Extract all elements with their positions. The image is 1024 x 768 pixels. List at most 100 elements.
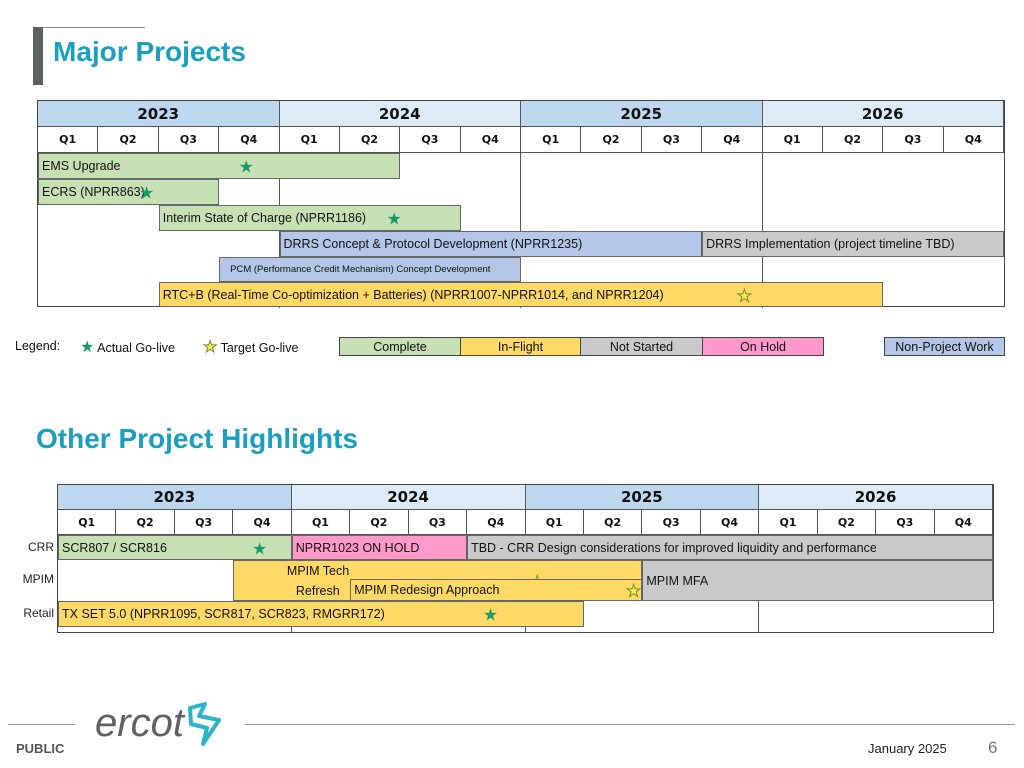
actual-go-live-star-icon: ★ xyxy=(482,605,499,625)
legend-not-started: Not Started xyxy=(580,337,703,356)
actual-go-live-star-icon: ★ xyxy=(80,339,95,356)
quarter-header: Q3 xyxy=(174,510,234,535)
other-projects-timeline: 2023 2024 2025 2026 Q1 Q2 Q3 Q4 Q1 Q2 Q3 Q4 Q1 Q2 Q3 Q4… xyxy=(57,484,994,633)
title-accent-bar xyxy=(33,27,43,85)
year-header-2023: 2023 xyxy=(38,101,280,127)
quarter-header: Q4 xyxy=(467,510,526,535)
bar-label: MPIM MFA xyxy=(646,573,709,588)
legend-target-text: Target Go-live xyxy=(220,341,299,355)
quarter-header: Q1 xyxy=(521,127,582,153)
target-go-live-star-icon: ★ xyxy=(625,581,642,601)
legend-in-flight: In-Flight xyxy=(460,337,581,356)
bar-label: ECRS (NPRR863) xyxy=(42,185,145,199)
footer-line-left xyxy=(8,724,75,725)
target-go-live-star-icon: ★ xyxy=(202,339,218,357)
bar-label: EMS Upgrade xyxy=(42,159,121,173)
quarter-header: Q1 xyxy=(279,127,340,153)
quarter-header: Q1 xyxy=(291,510,351,535)
quarter-header: Q1 xyxy=(762,127,823,153)
bar-label: Interim State of Charge (NPRR1186) xyxy=(162,211,367,225)
quarter-header: Q4 xyxy=(219,127,280,153)
quarter-header: Q3 xyxy=(408,510,468,535)
quarter-header: Q2 xyxy=(817,510,877,535)
row-label-retail: Retail xyxy=(23,606,54,620)
timeline-bar: MPIM Redesign Approach xyxy=(350,579,643,601)
timeline-bar: TBD - CRR Design considerations for impr… xyxy=(467,535,993,560)
footer-line-right xyxy=(245,724,1015,725)
timeline-bar: TX SET 5.0 (NPRR1095, SCR817, SCR823, RM… xyxy=(58,601,584,627)
actual-go-live-star-icon: ★ xyxy=(139,183,155,203)
quarter-header: Q2 xyxy=(116,510,175,535)
footer-date: January 2025 xyxy=(868,741,947,756)
quarter-header: Q2 xyxy=(822,127,884,153)
quarter-header: Q3 xyxy=(883,127,944,153)
bar-label-line: Refresh xyxy=(295,584,340,598)
timeline-bar: DRRS Implementation (project timeline TB… xyxy=(702,231,1004,257)
timeline-bar: ECRS (NPRR863) xyxy=(38,179,220,205)
legend-target-go-live: ★ Target Go-live xyxy=(202,337,299,357)
bar-label: SCR807 / SCR816 xyxy=(62,540,167,555)
quarter-header: Q3 xyxy=(642,510,701,535)
quarter-header: Q1 xyxy=(759,510,818,535)
page-number: 6 xyxy=(988,738,998,757)
actual-go-live-star-icon: ★ xyxy=(386,209,402,229)
timeline-bar: PCM (Performance Credit Mechanism) Conce… xyxy=(219,257,521,282)
quarter-header: Q1 xyxy=(525,510,584,535)
year-header-2024: 2024 xyxy=(291,485,526,510)
bar-label: MPIM Redesign Approach xyxy=(354,583,500,597)
bar-label: DRRS Concept & Protocol Development (NPR… xyxy=(283,237,583,251)
bar-label: RTC+B (Real-Time Co-optimization + Batte… xyxy=(162,287,664,302)
target-go-live-star-icon: ★ xyxy=(736,286,752,305)
legend-actual-go-live: ★ Actual Go-live xyxy=(80,337,175,357)
timeline-bar: EMS Upgrade xyxy=(38,153,401,179)
quarter-header: Q4 xyxy=(943,127,1004,153)
quarter-header: Q4 xyxy=(934,510,993,535)
quarter-header: Q1 xyxy=(38,127,99,153)
major-projects-timeline: 2023 2024 2025 2026 Q1 Q2 Q3 Q4 Q1 Q2 Q3 Q4 Q1 Q2 Q3 Q4… xyxy=(37,100,1005,308)
ercot-logo: ercot xyxy=(95,700,235,750)
legend-non-project-work: Non-Project Work xyxy=(884,337,1005,356)
quarter-header: Q4 xyxy=(460,127,521,153)
timeline-bar: RTC+B (Real-Time Co-optimization + Batte… xyxy=(158,282,884,307)
quarter-header: Q2 xyxy=(339,127,401,153)
year-header-2025: 2025 xyxy=(525,485,760,510)
year-header-2024: 2024 xyxy=(279,101,521,127)
actual-go-live-star-icon: ★ xyxy=(238,157,254,177)
legend-complete: Complete xyxy=(339,337,461,356)
bar-label: NPRR1023 ON HOLD xyxy=(295,540,420,555)
quarter-header: Q4 xyxy=(700,510,760,535)
timeline-bar: MPIM MFA xyxy=(642,560,993,601)
year-header-2023: 2023 xyxy=(58,485,292,510)
quarter-header: Q4 xyxy=(233,510,292,535)
timeline-bar: DRRS Concept & Protocol Development (NPR… xyxy=(279,231,703,257)
legend-on-hold: On Hold xyxy=(702,337,824,356)
section-title: Other Project Highlights xyxy=(36,423,359,454)
quarter-header: Q2 xyxy=(350,510,409,535)
quarter-header: Q3 xyxy=(158,127,220,153)
row-label-mpim: MPIM xyxy=(22,572,54,586)
legend-label: Legend: xyxy=(15,339,61,353)
svg-text:ercot: ercot xyxy=(95,701,186,745)
timeline-bar: Interim State of Charge (NPRR1186) xyxy=(158,205,461,231)
bar-label: TX SET 5.0 (NPRR1095, SCR817, SCR823, RM… xyxy=(62,607,385,621)
actual-go-live-star-icon: ★ xyxy=(251,539,268,558)
legend-actual-text: Actual Go-live xyxy=(97,341,175,355)
year-header-2026: 2026 xyxy=(762,101,1004,127)
quarter-header: Q1 xyxy=(58,510,117,535)
bar-label-line: MPIM Tech xyxy=(286,564,350,578)
page-title: Major Projects xyxy=(53,36,246,67)
bar-label: PCM (Performance Credit Mechanism) Conce… xyxy=(230,264,491,275)
year-divider xyxy=(520,153,521,308)
quarter-header: Q2 xyxy=(581,127,642,153)
bar-label: DRRS Implementation (project timeline TB… xyxy=(706,237,955,251)
row-label-crr: CRR xyxy=(28,540,54,554)
year-divider xyxy=(761,153,763,308)
timeline-bar: NPRR1023 ON HOLD xyxy=(291,535,468,560)
classification-label: PUBLIC xyxy=(16,741,65,756)
timeline-bar: SCR807 / SCR816 xyxy=(58,535,292,560)
quarter-header: Q2 xyxy=(98,127,159,153)
title-accent-line xyxy=(43,27,145,28)
quarter-header: Q2 xyxy=(583,510,643,535)
bar-label: TBD - CRR Design considerations for impr… xyxy=(471,540,877,555)
